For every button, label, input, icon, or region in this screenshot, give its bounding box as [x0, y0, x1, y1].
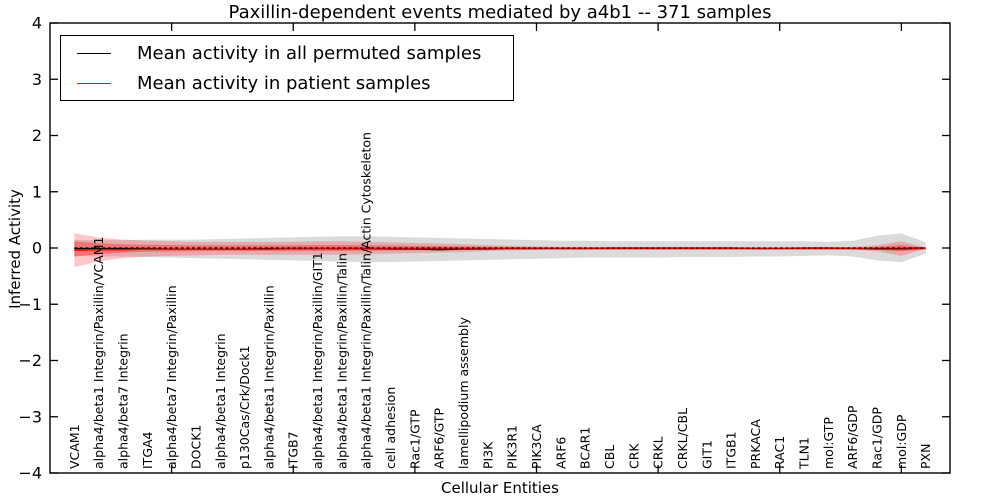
x-tick-label: cell adhesion	[383, 387, 398, 469]
x-tick-label: alpha4/beta7 Integrin	[115, 333, 130, 469]
y-tick-label: 1	[32, 182, 42, 201]
legend-entry-permuted: Mean activity in all permuted samples	[61, 39, 513, 67]
x-tick-label: alpha4/beta1 Integrin/Paxillin/Talin/Act…	[359, 132, 374, 469]
x-tick-label: Rac1/GDP	[870, 407, 885, 469]
black-line-swatch-icon	[77, 52, 111, 54]
legend-entry-patient: Mean activity in patient samples	[61, 69, 513, 97]
y-tick-label: 4	[32, 14, 42, 33]
x-tick-label: PXN	[918, 444, 933, 469]
x-tick-label: CRKL	[651, 436, 666, 469]
x-tick-label: TLN1	[797, 437, 812, 470]
y-tick-label: 2	[32, 126, 42, 145]
x-tick-label: PRKACA	[748, 419, 763, 469]
y-tick-label: −1	[18, 295, 42, 314]
legend-label-permuted: Mean activity in all permuted samples	[137, 42, 482, 64]
x-tick-label: ARF6/GTP	[432, 408, 447, 469]
x-tick-label: mol:GTP	[821, 417, 836, 469]
x-tick-label: DOCK1	[188, 425, 203, 469]
x-tick-label: BCAR1	[578, 427, 593, 469]
x-tick-label: ITGA4	[140, 431, 155, 469]
x-tick-label: alpha4/beta1 Integrin/Paxillin/Talin	[334, 253, 349, 469]
legend-label-patient: Mean activity in patient samples	[137, 72, 431, 94]
patient-spread-band	[74, 233, 926, 268]
x-tick-label: ITGB7	[286, 431, 301, 469]
y-axis-title: Inferred Activity	[6, 189, 24, 309]
x-tick-label: PIK3CA	[529, 424, 544, 469]
x-axis-title: Cellular Entities	[441, 479, 559, 497]
x-tick-label: alpha4/beta1 Integrin/Paxillin/VCAM1	[91, 237, 106, 469]
x-tick-label: ITGB1	[724, 431, 739, 469]
x-tick-label: mol:GDP	[894, 414, 909, 469]
x-tick-label: p130Cas/Crk/Dock1	[237, 345, 252, 469]
x-tick-label: alpha4/beta1 Integrin	[213, 333, 228, 469]
x-tick-label: CRK	[626, 443, 641, 469]
x-tick-label: CRKL/CBL	[675, 408, 690, 469]
y-tick-label: −3	[18, 407, 42, 426]
x-tick-label: alpha4/beta1 Integrin/Paxillin/GIT1	[310, 252, 325, 469]
y-tick-label: −2	[18, 351, 42, 370]
x-tick-label: GIT1	[699, 440, 714, 469]
x-tick-label: PI3K	[480, 441, 495, 469]
x-tick-label: ARF6/GDP	[845, 405, 860, 469]
x-tick-label: CBL	[602, 445, 617, 469]
x-tick-label: ARF6	[553, 437, 568, 469]
x-tick-label: alpha4/beta1 Integrin/Paxillin	[261, 285, 276, 469]
legend-box: Mean activity in all permuted samples Me…	[60, 35, 514, 101]
x-tick-label: VCAM1	[67, 424, 82, 469]
x-tick-label: Rac1/GTP	[407, 409, 422, 469]
x-tick-label: lamellipodium assembly	[456, 317, 471, 469]
x-tick-label: RAC1	[772, 436, 787, 469]
y-tick-label: 0	[32, 239, 42, 258]
y-tick-label: −4	[18, 464, 42, 483]
red-line-swatch-icon	[77, 82, 111, 84]
x-tick-label: alpha4/beta7 Integrin/Paxillin	[164, 285, 179, 469]
x-tick-label: PIK3R1	[505, 425, 520, 469]
y-tick-label: 3	[32, 70, 42, 89]
chart-title: Paxillin-dependent events mediated by a4…	[228, 2, 772, 23]
